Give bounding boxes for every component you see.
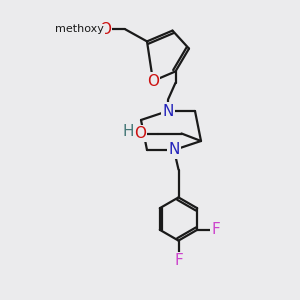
Text: N: N	[162, 103, 174, 118]
Text: F: F	[174, 253, 183, 268]
Text: N: N	[168, 142, 180, 158]
Text: O: O	[99, 22, 111, 37]
Text: H: H	[122, 124, 134, 140]
Text: O: O	[134, 126, 146, 141]
Text: O: O	[147, 74, 159, 88]
Text: F: F	[212, 222, 220, 237]
Text: methoxy: methoxy	[56, 24, 104, 34]
